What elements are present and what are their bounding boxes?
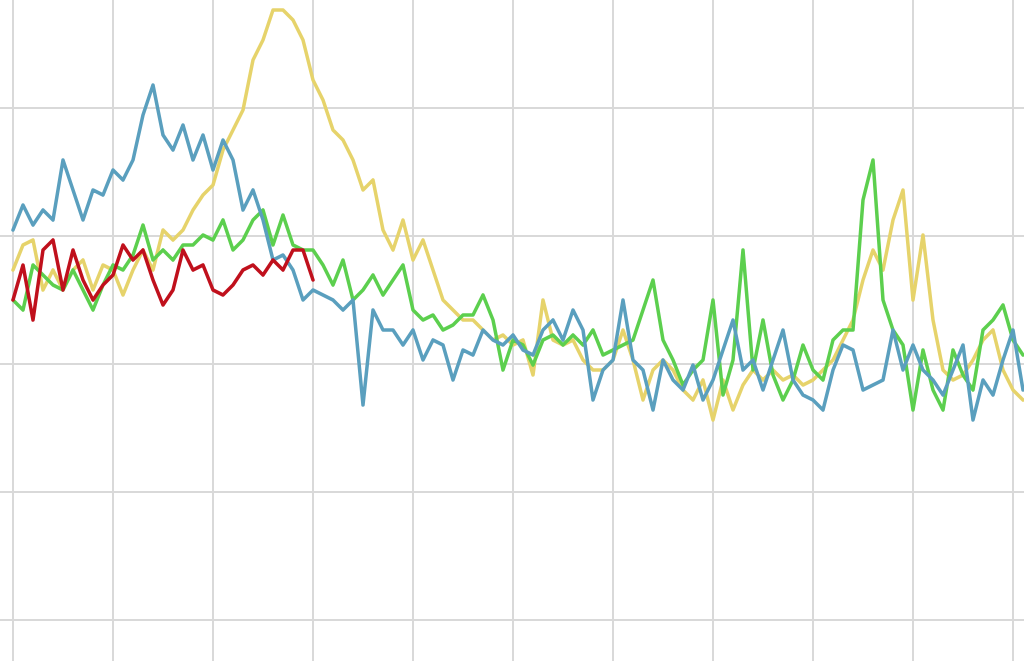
series-line <box>11 238 315 322</box>
series-line <box>11 83 1024 422</box>
